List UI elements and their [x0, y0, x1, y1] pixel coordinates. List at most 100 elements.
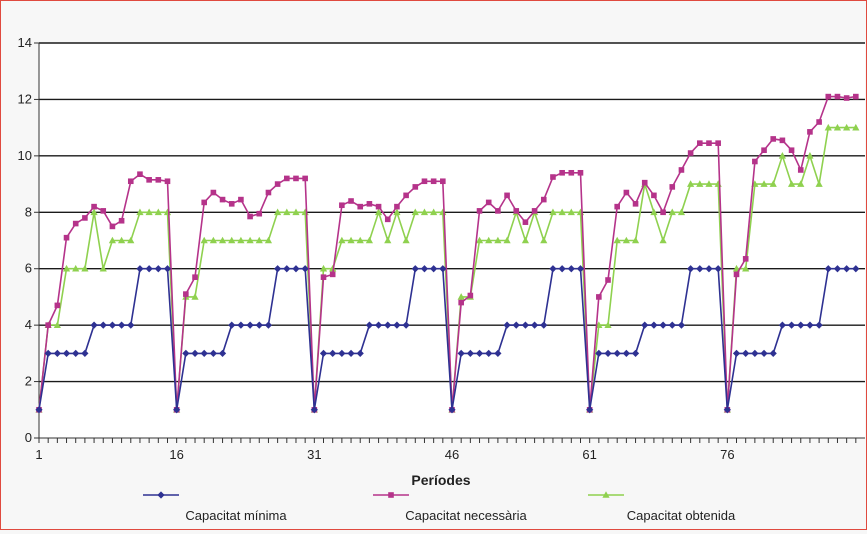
data-point — [265, 189, 272, 196]
data-point — [191, 293, 199, 300]
data-point — [797, 321, 805, 329]
data-point — [388, 492, 394, 498]
data-point — [421, 178, 428, 185]
data-point — [393, 321, 401, 329]
data-point — [632, 201, 639, 207]
data-point — [374, 208, 383, 216]
data-point — [577, 169, 584, 176]
data-point — [852, 265, 860, 273]
y-tick-label: 4 — [25, 317, 32, 332]
data-point — [209, 236, 217, 244]
x-tick-label: 46 — [445, 447, 459, 462]
legend-item: Capacitat necessària — [373, 492, 527, 523]
data-point — [430, 178, 437, 185]
legend-item: Capacitat mínima — [143, 491, 287, 523]
data-point — [660, 209, 666, 216]
data-point — [100, 208, 107, 214]
data-point — [696, 180, 704, 187]
data-point — [751, 349, 759, 357]
data-point — [228, 236, 236, 244]
series-line — [38, 267, 856, 410]
data-point — [485, 199, 492, 206]
x-tick-label: 1 — [35, 447, 42, 462]
data-point — [549, 208, 557, 216]
y-tick-label: 6 — [25, 261, 32, 276]
data-point — [687, 180, 695, 187]
data-point — [136, 265, 144, 273]
data-point — [760, 349, 768, 357]
data-point — [769, 349, 777, 357]
data-point — [531, 208, 538, 214]
data-point — [604, 349, 612, 357]
data-point — [779, 137, 786, 144]
y-tick-label: 12 — [18, 91, 32, 106]
y-tick-label: 14 — [18, 35, 32, 50]
data-point — [778, 152, 786, 159]
data-point — [53, 349, 61, 357]
data-point — [403, 192, 409, 199]
data-point — [843, 123, 851, 131]
data-point — [44, 349, 52, 357]
data-point — [549, 265, 557, 273]
legend-label: Capacitat obtenida — [627, 508, 736, 523]
data-point — [568, 169, 575, 176]
data-point — [145, 208, 153, 216]
data-point — [770, 136, 777, 142]
data-point — [797, 180, 805, 187]
data-point — [365, 236, 373, 244]
data-point — [586, 406, 594, 414]
data-point — [558, 265, 566, 273]
data-point — [567, 208, 575, 216]
data-point — [677, 321, 686, 329]
plot-area — [39, 43, 865, 438]
series-1 — [35, 265, 860, 414]
data-point — [733, 271, 740, 278]
data-point — [319, 264, 328, 272]
data-point — [274, 181, 281, 187]
data-point — [540, 196, 547, 203]
data-point — [567, 265, 575, 273]
data-point — [136, 208, 144, 216]
data-point — [62, 349, 71, 357]
data-point — [411, 208, 419, 216]
data-point — [602, 491, 610, 498]
data-point — [157, 491, 165, 499]
data-point — [559, 169, 565, 176]
data-point — [448, 406, 456, 414]
data-point — [384, 236, 392, 244]
data-point — [374, 321, 383, 329]
data-point — [742, 256, 749, 262]
data-point — [512, 321, 520, 329]
data-point — [90, 321, 98, 329]
data-point — [833, 123, 842, 131]
data-point — [99, 264, 107, 272]
data-point — [513, 208, 520, 214]
data-point — [237, 236, 245, 244]
data-point — [63, 234, 70, 241]
data-point — [384, 321, 392, 329]
data-point — [705, 265, 713, 273]
data-point — [439, 265, 447, 273]
data-point — [550, 174, 556, 180]
data-point — [687, 150, 694, 156]
data-point — [440, 178, 446, 185]
data-point — [302, 175, 308, 182]
data-point — [255, 236, 263, 244]
data-point — [659, 236, 667, 244]
data-point — [806, 152, 814, 159]
data-point — [778, 321, 786, 329]
data-point — [467, 292, 474, 299]
data-point — [347, 349, 355, 357]
data-point — [825, 93, 832, 100]
data-point — [108, 236, 117, 244]
y-tick-label: 2 — [25, 374, 32, 389]
data-point — [238, 196, 244, 203]
data-point — [264, 236, 273, 244]
data-point — [219, 196, 226, 203]
data-point — [183, 291, 189, 297]
data-point — [91, 203, 97, 210]
data-point — [118, 217, 125, 224]
data-point — [356, 236, 364, 244]
data-point — [650, 321, 658, 329]
